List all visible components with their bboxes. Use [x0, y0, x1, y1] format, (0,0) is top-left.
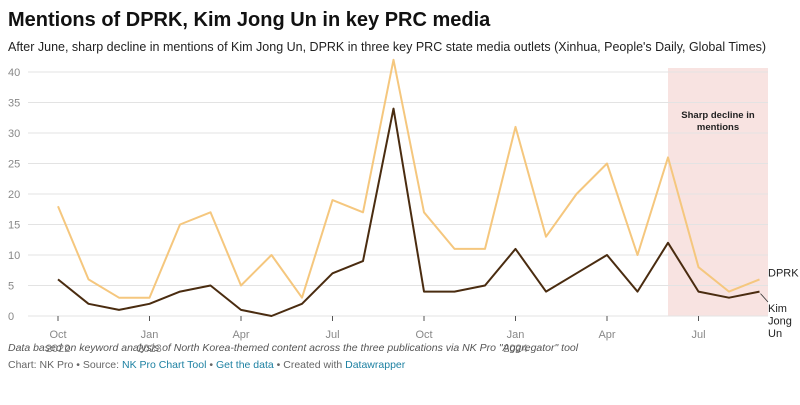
x-tick-label: Jul: [325, 329, 339, 341]
series-line: [57, 107, 760, 317]
y-tick-label: 40: [8, 67, 20, 79]
highlight-label-line: Sharp decline in: [681, 110, 755, 121]
x-tick-label: Apr: [598, 329, 615, 341]
note: Data based on keyword analysis of North …: [8, 342, 579, 354]
footer-chart: Chart: NK Pro: [8, 359, 74, 371]
series-label-line: Un: [768, 328, 782, 340]
footer-created: Created with: [283, 359, 342, 371]
y-tick-label: 25: [8, 159, 20, 171]
separator: •: [274, 359, 284, 371]
footer: Chart: NK Pro • Source: NK Pro Chart Too…: [8, 359, 406, 371]
y-tick-label: 5: [8, 281, 14, 293]
series-label-line: Jong: [768, 316, 792, 328]
x-tick-year: 2024: [503, 343, 527, 355]
series-line: [57, 58, 760, 299]
series-label: Kim Jong Un: [768, 303, 792, 340]
highlight-label: Sharp decline in mentions: [681, 110, 755, 133]
x-tick-label: Jul: [691, 329, 705, 341]
y-tick-label: 20: [8, 189, 20, 201]
highlight-label-line: mentions: [697, 122, 739, 133]
separator: •: [73, 359, 83, 371]
x-tick-year: 2022: [46, 343, 70, 355]
series-label-line: Kim: [768, 303, 787, 315]
y-tick-label: 0: [8, 311, 14, 323]
footer-source-label: Source:: [83, 359, 119, 371]
x-tick-label: Oct: [49, 329, 66, 341]
x-tick-label: Jan: [141, 329, 159, 341]
x-tick-label: Apr: [232, 329, 249, 341]
data-link[interactable]: Get the data: [216, 359, 274, 371]
series-label: DPRK: [768, 267, 799, 279]
chart-subtitle: After June, sharp decline in mentions of…: [8, 40, 766, 54]
plot-area: Sharp decline in mentions 0 5 10 15 20 25 30 35 40…: [8, 58, 799, 355]
label-connector: [760, 293, 769, 303]
x-tick-label: Oct: [415, 329, 432, 341]
chart-title: Mentions of DPRK, Kim Jong Un in key PRC…: [8, 9, 491, 31]
y-tick-label: 10: [8, 250, 20, 262]
y-tick-label: 30: [8, 128, 20, 140]
y-tick-label: 15: [8, 220, 20, 232]
x-tick-year: 2023: [137, 343, 161, 355]
y-tick-label: 35: [8, 98, 20, 110]
highlight-band: [668, 68, 768, 316]
tool-link[interactable]: Datawrapper: [345, 359, 406, 371]
separator: •: [206, 359, 216, 371]
x-tick-label: Jan: [507, 329, 525, 341]
source-link[interactable]: NK Pro Chart Tool: [122, 359, 206, 371]
